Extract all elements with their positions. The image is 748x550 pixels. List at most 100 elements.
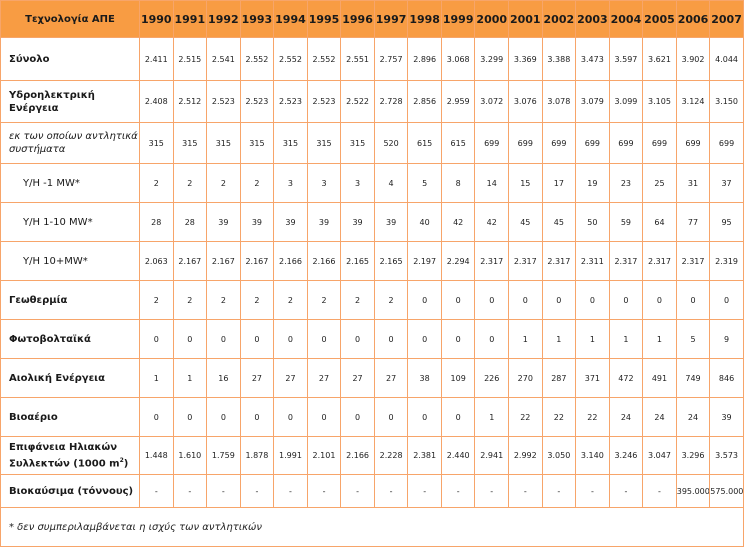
header-year: 2007 [709,0,744,38]
table-cell: 2.165 [340,241,375,281]
table-cell: 3.246 [608,436,644,475]
table-cell: 0 [541,280,577,320]
table-cell: 2 [373,280,409,320]
table-cell: 3.072 [474,80,510,123]
header-year: 2006 [675,0,711,38]
header-year: 2001 [508,0,543,38]
table-body: Σύνολο 2.411 2.515 2.541 2.552 2.552 2.552 2.55… [0,37,744,547]
table-row: Σύνολο 2.411 2.515 2.541 2.552 2.552 2.552 2.55… [0,37,744,81]
table-cell: 2.166 [306,241,342,281]
table-row: Γεωθερμία 2 2 2 2 2 2 2 2 0 0 0 0 0 0 0 0 0 0 [0,280,744,320]
table-cell: 3.388 [541,37,577,81]
table-cell: 0 [474,280,510,320]
table-cell: 23 [608,163,644,203]
table-cell: 2.063 [139,241,174,281]
row-label: Βιοαέριο [0,397,140,437]
row-label: Σύνολο [0,37,140,81]
table-cell: 0 [373,397,409,437]
row-label-text: Υ/Η 1-10 MW* [23,216,93,228]
row-label-text: Βιοκαύσιμα (τόννους) [9,485,134,497]
table-cell: 0 [172,397,208,437]
table-cell: 2 [239,163,275,203]
table-cell: 0 [340,397,375,437]
table-cell: 2.317 [675,241,711,281]
table-cell: 0 [508,280,543,320]
table-cell: 2 [306,280,342,320]
header-year: 1990 [139,0,174,38]
table-cell: 2.167 [172,241,208,281]
table-cell: 39 [306,202,342,242]
table-cell: 2.317 [642,241,677,281]
table-cell: 699 [508,122,543,164]
table-cell: 4.044 [709,37,744,81]
table-cell: 0 [709,280,744,320]
table-cell: 3.078 [541,80,577,123]
table-cell: 42 [440,202,476,242]
table-cell: 699 [575,122,610,164]
table-cell: 28 [172,202,208,242]
table-cell: 27 [273,358,308,398]
table-cell: 27 [239,358,275,398]
table-cell: 2 [206,163,241,203]
table-cell: 287 [541,358,577,398]
row-label-text: Βιοαέριο [9,411,58,423]
table-cell: - [340,474,375,508]
row-label-text: Υ/Η 10+MW* [23,255,88,267]
table-cell: 1.448 [139,436,174,475]
table-cell: 0 [206,319,241,359]
header-year: 1996 [340,0,375,38]
header-year: 1991 [172,0,208,38]
row-label: Υ/Η 1-10 MW* [0,202,140,242]
table-cell: 2.167 [239,241,275,281]
row-label: Γεωθερμία [0,280,140,320]
header-year: 2002 [541,0,577,38]
table-cell: 1 [172,358,208,398]
row-label: Φωτοβολταϊκά [0,319,140,359]
table-cell: 2.992 [508,436,543,475]
header-row: Τεχνολογία ΑΠΕ 1990 1991 1992 1993 1994 … [0,0,744,38]
table-cell: - [541,474,577,508]
table-cell: 2.408 [139,80,174,123]
table-cell: 0 [642,280,677,320]
table-cell: 0 [474,319,510,359]
table-cell: 15 [508,163,543,203]
table-row: Υ/Η -1 MW* 2 2 2 2 3 3 3 4 5 8 14 15 17 19 23 25 31 37 [0,163,744,203]
table-cell: 24 [675,397,711,437]
header-year: 1995 [306,0,342,38]
table-cell: 3.124 [675,80,711,123]
table-cell: 2 [206,280,241,320]
row-label: Επιφάνεια Ηλιακών Συλλεκτών (1000 m2) [0,436,140,475]
table-cell: 699 [608,122,644,164]
table-cell: 846 [709,358,744,398]
table-cell: 0 [273,319,308,359]
table-cell: 3 [306,163,342,203]
table-cell: 8 [440,163,476,203]
table-cell: 2.197 [407,241,442,281]
table-cell: 2.551 [340,37,375,81]
table-cell: 615 [440,122,476,164]
table-cell: 2.552 [239,37,275,81]
table-cell: 1 [474,397,510,437]
table-cell: 315 [340,122,375,164]
row-label-text: εκ των οποίων αντλητικά συστήματα [9,131,138,155]
row-label: εκ των οποίων αντλητικά συστήματα [0,122,140,164]
row-label-text: Φωτοβολταϊκά [9,333,91,345]
table-cell: 4 [373,163,409,203]
table-cell: 699 [642,122,677,164]
table-cell: 0 [239,319,275,359]
table-cell: 3.299 [474,37,510,81]
table-cell: 2.165 [373,241,409,281]
table-cell: 9 [709,319,744,359]
row-label: Υ/Η 10+MW* [0,241,140,281]
table-cell: 2 [273,280,308,320]
table-cell: 0 [373,319,409,359]
table-cell: 2.941 [474,436,510,475]
table-cell: 2 [139,280,174,320]
table-cell: 22 [575,397,610,437]
table-cell: - [306,474,342,508]
table-row: Υ/Η 10+MW* 2.063 2.167 2.167 2.167 2.166 2.166… [0,241,744,281]
table-cell: 3.902 [675,37,711,81]
table-cell: - [440,474,476,508]
table-cell: 14 [474,163,510,203]
